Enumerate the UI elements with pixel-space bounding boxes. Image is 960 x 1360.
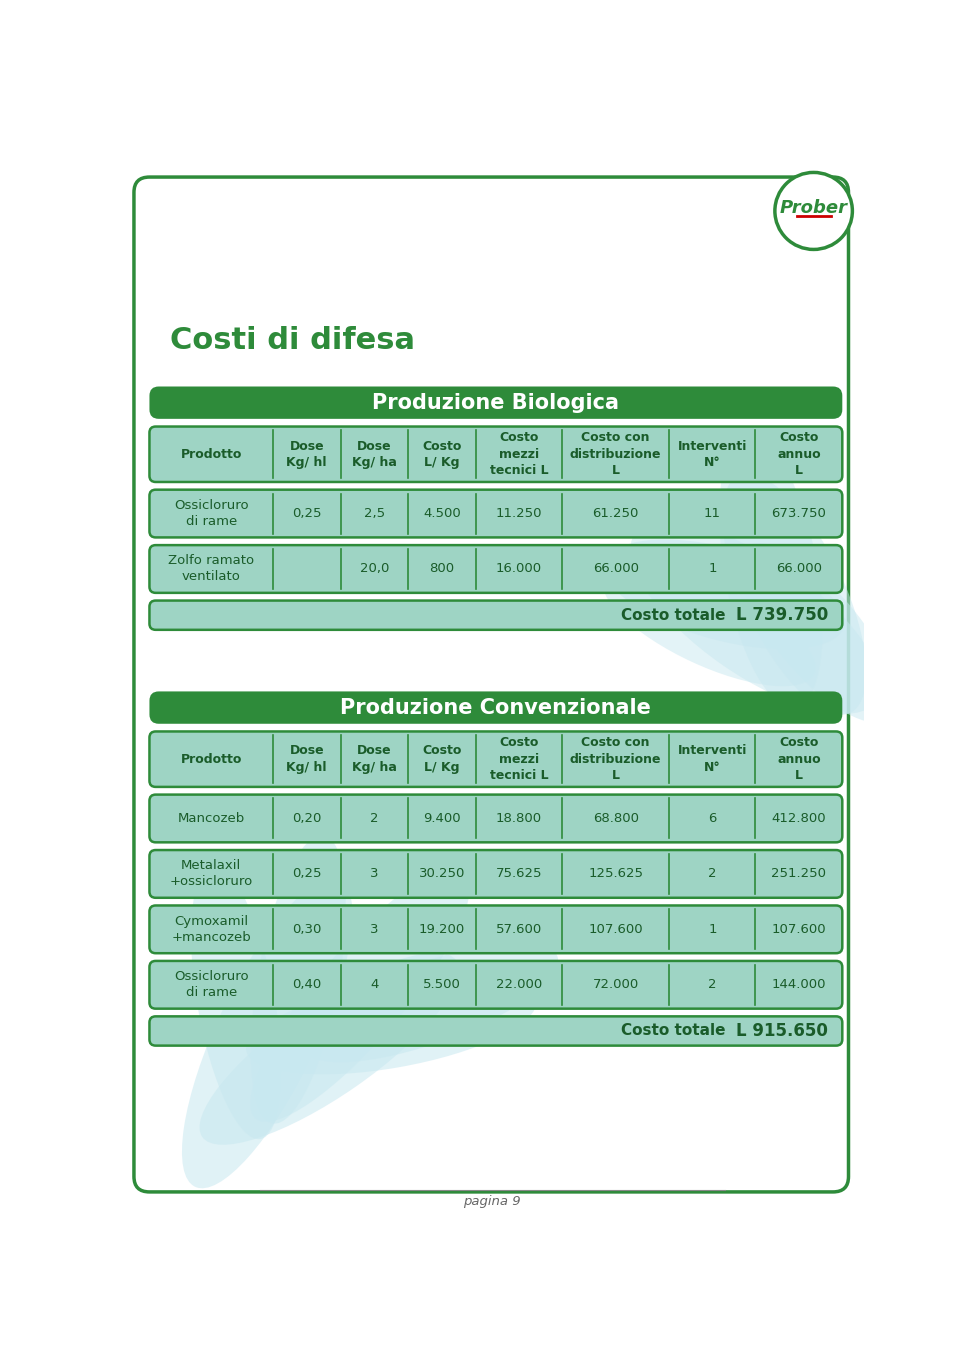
Text: Prober: Prober xyxy=(780,199,848,216)
FancyBboxPatch shape xyxy=(150,962,842,1009)
Text: 11.250: 11.250 xyxy=(495,507,542,520)
Text: 30.250: 30.250 xyxy=(419,868,466,880)
FancyBboxPatch shape xyxy=(150,427,842,481)
FancyBboxPatch shape xyxy=(150,545,842,593)
Text: 19.200: 19.200 xyxy=(419,923,466,936)
Text: 0,40: 0,40 xyxy=(292,978,322,991)
Text: pagina 9: pagina 9 xyxy=(463,1194,521,1208)
Circle shape xyxy=(775,173,852,249)
Text: 251.250: 251.250 xyxy=(772,868,827,880)
Text: 2: 2 xyxy=(371,812,378,826)
Text: Costo totale: Costo totale xyxy=(620,1024,725,1039)
Text: Mancozeb: Mancozeb xyxy=(178,812,245,826)
Text: Prodotto: Prodotto xyxy=(180,752,242,766)
Ellipse shape xyxy=(246,976,537,1074)
Text: Costo
mezzi
tecnici L: Costo mezzi tecnici L xyxy=(490,736,548,782)
Ellipse shape xyxy=(631,521,880,714)
Text: 11: 11 xyxy=(704,507,721,520)
Text: L 739.750: L 739.750 xyxy=(736,607,828,624)
Text: Zolfo ramato
ventilato: Zolfo ramato ventilato xyxy=(168,555,254,583)
Text: 107.600: 107.600 xyxy=(772,923,827,936)
Text: 125.625: 125.625 xyxy=(588,868,643,880)
FancyBboxPatch shape xyxy=(150,601,842,630)
Ellipse shape xyxy=(191,866,281,1140)
Text: Dose
Kg/ hl: Dose Kg/ hl xyxy=(286,744,327,774)
Text: Dose
Kg/ ha: Dose Kg/ ha xyxy=(352,744,396,774)
Text: Cymoxamil
+mancozeb: Cymoxamil +mancozeb xyxy=(171,915,252,944)
Text: 1: 1 xyxy=(708,563,717,575)
Text: 6: 6 xyxy=(708,812,717,826)
Ellipse shape xyxy=(301,942,558,1062)
Text: 9.400: 9.400 xyxy=(423,812,461,826)
Text: 412.800: 412.800 xyxy=(772,812,827,826)
Text: 68.800: 68.800 xyxy=(592,812,638,826)
FancyBboxPatch shape xyxy=(134,177,849,1191)
FancyBboxPatch shape xyxy=(150,850,842,898)
Text: 2,5: 2,5 xyxy=(364,507,385,520)
FancyBboxPatch shape xyxy=(150,906,842,953)
Text: Costo
L/ Kg: Costo L/ Kg xyxy=(422,744,462,774)
Text: 144.000: 144.000 xyxy=(772,978,827,991)
Text: Dose
Kg/ hl: Dose Kg/ hl xyxy=(286,439,327,469)
Text: 18.800: 18.800 xyxy=(496,812,542,826)
Ellipse shape xyxy=(738,543,897,722)
Text: Costo con
distribuzione
L: Costo con distribuzione L xyxy=(570,736,661,782)
Ellipse shape xyxy=(722,473,866,715)
Ellipse shape xyxy=(604,540,845,649)
Text: Costo con
distribuzione
L: Costo con distribuzione L xyxy=(570,431,661,477)
Text: Costo
annuo
L: Costo annuo L xyxy=(777,431,821,477)
Text: Costo totale: Costo totale xyxy=(620,608,725,623)
Text: 4.500: 4.500 xyxy=(423,507,461,520)
Text: 5.500: 5.500 xyxy=(423,978,461,991)
Text: 57.600: 57.600 xyxy=(496,923,542,936)
FancyBboxPatch shape xyxy=(150,1016,842,1046)
Ellipse shape xyxy=(719,435,823,709)
Ellipse shape xyxy=(200,952,459,1145)
Ellipse shape xyxy=(602,564,816,687)
Text: Metalaxil
+ossicloruro: Metalaxil +ossicloruro xyxy=(170,860,252,888)
Text: 0,30: 0,30 xyxy=(292,923,322,936)
FancyBboxPatch shape xyxy=(150,732,842,787)
Text: 66.000: 66.000 xyxy=(776,563,822,575)
Ellipse shape xyxy=(182,879,352,1189)
Text: 72.000: 72.000 xyxy=(592,978,638,991)
Text: Prodotto: Prodotto xyxy=(180,447,242,461)
FancyBboxPatch shape xyxy=(150,794,842,842)
Text: 4: 4 xyxy=(371,978,378,991)
Text: 2: 2 xyxy=(708,978,717,991)
Text: Dose
Kg/ ha: Dose Kg/ ha xyxy=(352,439,396,469)
Text: 673.750: 673.750 xyxy=(772,507,827,520)
Text: Costi di difesa: Costi di difesa xyxy=(170,326,416,355)
Text: 61.250: 61.250 xyxy=(592,507,639,520)
Text: 107.600: 107.600 xyxy=(588,923,643,936)
FancyBboxPatch shape xyxy=(150,691,842,724)
Text: Produzione Biologica: Produzione Biologica xyxy=(372,393,619,412)
Text: Ossicloruro
di rame: Ossicloruro di rame xyxy=(174,970,249,1000)
Text: 16.000: 16.000 xyxy=(496,563,542,575)
Text: Costo
annuo
L: Costo annuo L xyxy=(777,736,821,782)
Text: Costo
L/ Kg: Costo L/ Kg xyxy=(422,439,462,469)
Text: 3: 3 xyxy=(371,923,378,936)
Text: Costo
mezzi
tecnici L: Costo mezzi tecnici L xyxy=(490,431,548,477)
FancyBboxPatch shape xyxy=(150,490,842,537)
Text: 0,20: 0,20 xyxy=(292,812,322,826)
Ellipse shape xyxy=(251,868,470,1122)
Text: Ossicloruro
di rame: Ossicloruro di rame xyxy=(174,499,249,528)
Ellipse shape xyxy=(251,835,346,1123)
Text: 0,25: 0,25 xyxy=(292,868,322,880)
Text: 800: 800 xyxy=(429,563,455,575)
Text: 20,0: 20,0 xyxy=(360,563,389,575)
Text: Interventi
N°: Interventi N° xyxy=(678,744,747,774)
Text: 22.000: 22.000 xyxy=(496,978,542,991)
Text: 3: 3 xyxy=(371,868,378,880)
Text: 75.625: 75.625 xyxy=(495,868,542,880)
Text: 1: 1 xyxy=(708,923,717,936)
Text: Interventi
N°: Interventi N° xyxy=(678,439,747,469)
Text: 0,25: 0,25 xyxy=(292,507,322,520)
Text: 2: 2 xyxy=(708,868,717,880)
FancyBboxPatch shape xyxy=(150,386,842,419)
Text: 66.000: 66.000 xyxy=(592,563,638,575)
Text: Produzione Convenzionale: Produzione Convenzionale xyxy=(341,698,651,718)
Text: L 915.650: L 915.650 xyxy=(736,1021,828,1040)
